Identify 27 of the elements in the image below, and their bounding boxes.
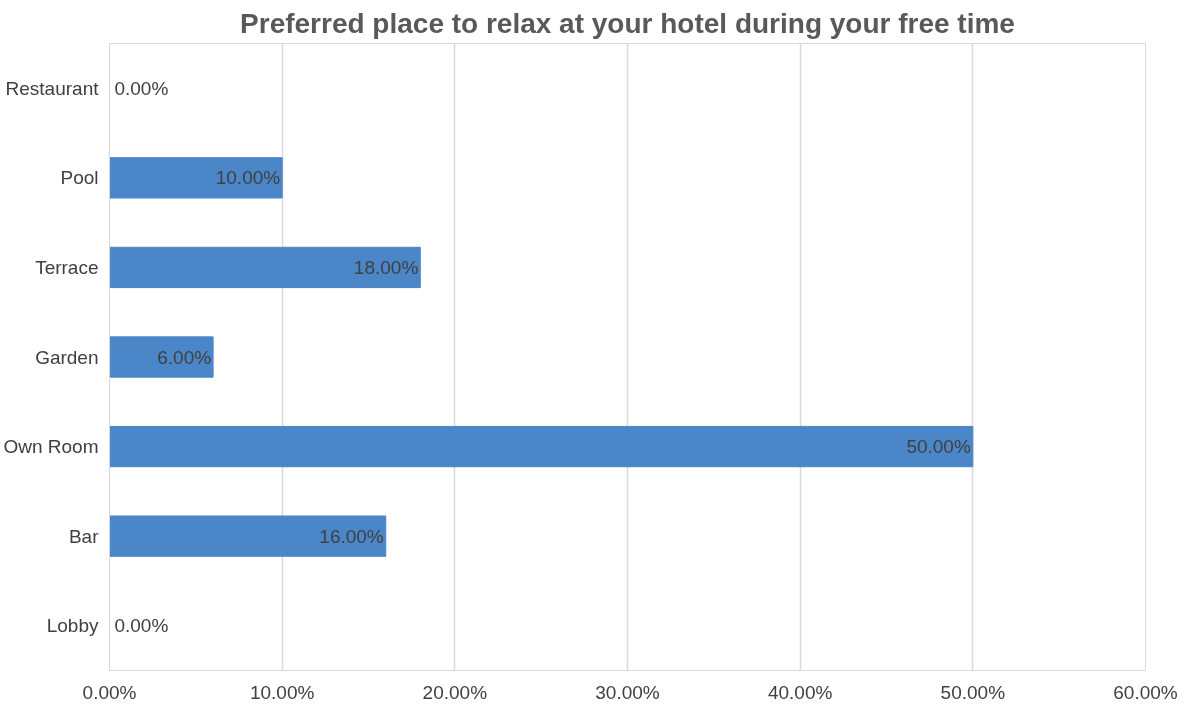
bar xyxy=(109,336,214,378)
bar xyxy=(109,246,421,289)
y-tick-label: Restaurant xyxy=(5,77,100,99)
data-label: 6.00% xyxy=(157,346,212,368)
x-tick-label: 20.00% xyxy=(422,681,488,703)
data-label: 16.00% xyxy=(319,525,384,547)
data-label: 10.00% xyxy=(215,167,281,189)
x-tick-label: 50.00% xyxy=(940,681,1006,703)
data-label: 18.00% xyxy=(353,256,419,278)
y-tick-label: Lobby xyxy=(46,615,99,637)
y-tick-label: Own Room xyxy=(3,436,99,458)
x-tick-label: 40.00% xyxy=(767,681,833,703)
x-tick-label: 0.00% xyxy=(82,681,137,703)
y-tick-label: Garden xyxy=(35,346,99,368)
x-tick-label: 10.00% xyxy=(249,681,315,703)
x-tick-label: 30.00% xyxy=(595,681,660,703)
data-label: 50.00% xyxy=(906,436,971,458)
y-tick-label: Bar xyxy=(68,525,100,547)
y-tick-label: Pool xyxy=(60,167,99,189)
data-label: 0.00% xyxy=(114,77,169,99)
bar xyxy=(109,425,974,468)
x-tick-label: 60.00% xyxy=(1113,681,1178,703)
bar xyxy=(109,157,283,199)
chart-title: Preferred place to relax at your hotel during your free time xyxy=(240,7,1015,39)
bar xyxy=(109,515,387,557)
y-tick-label: Terrace xyxy=(35,256,99,278)
data-label: 0.00% xyxy=(114,615,169,637)
